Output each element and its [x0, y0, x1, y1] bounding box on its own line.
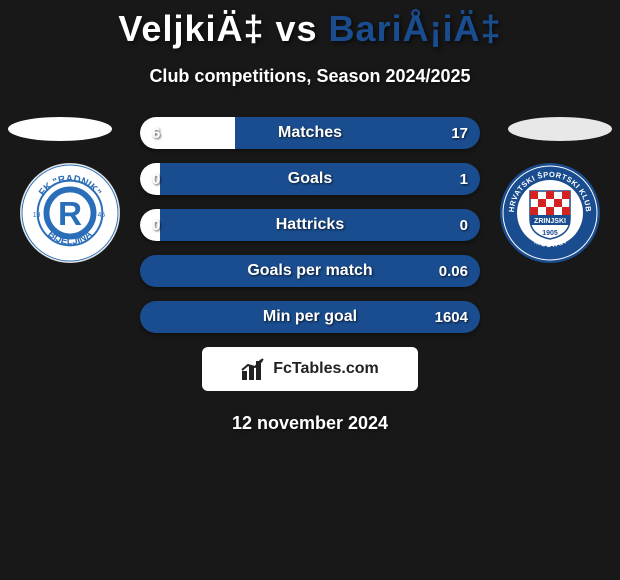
stat-value-right: 1604 [435, 309, 468, 326]
brand-text: FcTables.com [273, 360, 379, 378]
subtitle: Club competitions, Season 2024/2025 [0, 66, 620, 87]
badge-left-year-a: 19 [33, 212, 41, 219]
stat-row: Goals per match 0.06 [140, 255, 480, 287]
stat-row: 0 Hattricks 0 [140, 209, 480, 241]
stat-value-left: 6 [152, 125, 160, 142]
badge-right-banner: ZRINJSKI [534, 218, 566, 225]
page-title: VeljkiÄ‡ vs BariÅ¡iÄ‡ [0, 0, 620, 50]
stat-label: Matches [278, 124, 342, 142]
vs-text: vs [265, 8, 329, 49]
stat-row: Min per goal 1604 [140, 301, 480, 333]
stat-row: 0 Goals 1 [140, 163, 480, 195]
bar-chart-icon [241, 356, 267, 382]
ellipse-right-decor [508, 117, 612, 141]
badge-right-year: 1905 [542, 230, 558, 237]
stat-value-left: 0 [152, 217, 160, 234]
radnik-badge-svg: FK "RADNIK" BIJELJINA 19 45 R [21, 163, 119, 263]
stat-label: Goals [288, 170, 332, 188]
stat-label: Min per goal [263, 308, 357, 326]
stat-row: 6 Matches 17 [140, 117, 480, 149]
player-b-name: BariÅ¡iÄ‡ [329, 8, 502, 49]
stat-value-left: 0 [152, 171, 160, 188]
stats-area: FK "RADNIK" BIJELJINA 19 45 R HRVATSKI Š… [0, 117, 620, 333]
brand-box[interactable]: FcTables.com [202, 347, 418, 391]
badge-left-year-b: 45 [97, 212, 105, 219]
badge-left-letter: R [58, 196, 82, 233]
club-badge-right: HRVATSKI ŠPORTSKI KLUB MOSTAR [500, 163, 600, 263]
club-badge-left: FK "RADNIK" BIJELJINA 19 45 R [20, 163, 120, 263]
stat-value-right: 0.06 [439, 263, 468, 280]
zrinjski-badge-svg: HRVATSKI ŠPORTSKI KLUB MOSTAR [500, 163, 600, 263]
stat-label: Hattricks [276, 216, 344, 234]
stat-label: Goals per match [247, 262, 372, 280]
shield-icon: ZRINJSKI 1905 [530, 191, 570, 239]
stat-value-right: 1 [460, 171, 468, 188]
date-line: 12 november 2024 [0, 413, 620, 434]
ellipse-left-decor [8, 117, 112, 141]
stat-value-right: 0 [460, 217, 468, 234]
stat-value-right: 17 [451, 125, 468, 142]
player-a-name: VeljkiÄ‡ [118, 8, 264, 49]
